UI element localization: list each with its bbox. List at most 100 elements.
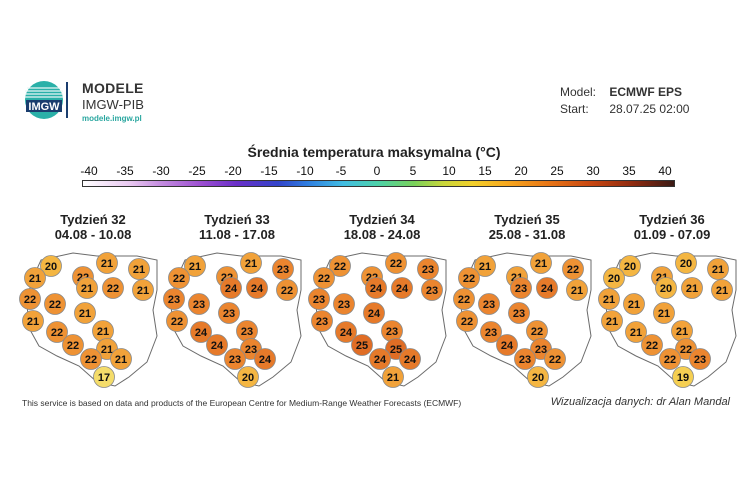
brand-block: MODELE IMGW-PIB modele.imgw.pl: [82, 80, 144, 123]
temp-bubble: [93, 366, 115, 388]
scale-tick: 35: [622, 164, 636, 178]
temp-value: 23: [313, 294, 325, 306]
temp-value: 23: [694, 354, 706, 366]
temp-value: 21: [29, 273, 41, 285]
temp-value: 20: [532, 372, 544, 384]
temp-bubble: [110, 348, 132, 370]
temp-value: 22: [680, 344, 692, 356]
temp-value: 23: [513, 308, 525, 320]
temp-value: 25: [390, 344, 402, 356]
temp-value: 22: [318, 273, 330, 285]
temp-bubble: [508, 302, 530, 324]
temp-value: 24: [541, 283, 554, 295]
temp-bubble: [311, 310, 333, 332]
week-header: Tydzień 32 04.08 - 10.08: [23, 212, 163, 242]
temp-value: 21: [658, 308, 670, 320]
temp-bubble: [530, 252, 552, 274]
temp-bubble: [641, 334, 663, 356]
temp-value: 21: [387, 372, 399, 384]
temp-bubble: [329, 255, 351, 277]
temp-value: 22: [664, 354, 676, 366]
week-range: 04.08 - 10.08: [54, 227, 132, 242]
temp-value: 21: [630, 327, 642, 339]
temp-value: 22: [171, 316, 183, 328]
temp-value: 20: [608, 273, 620, 285]
temp-bubble: [168, 267, 190, 289]
logo-text: IMGW: [28, 101, 60, 113]
week-map: 21212222232223232424222423232423232420: [163, 252, 302, 388]
temp-value: 24: [404, 354, 417, 366]
temp-bubble: [478, 293, 500, 315]
scale-tick: 30: [586, 164, 600, 178]
temp-value: 24: [501, 340, 514, 352]
scale-tick: 0: [373, 164, 381, 178]
temp-value: 22: [531, 326, 543, 338]
temp-bubble: [76, 277, 98, 299]
temp-value: 24: [195, 327, 208, 339]
temp-bubble: [184, 255, 206, 277]
temp-bubble: [363, 302, 385, 324]
brand-url[interactable]: modele.imgw.pl: [82, 114, 142, 123]
temp-value: 24: [340, 327, 353, 339]
temp-value: 22: [24, 294, 36, 306]
brand-subtitle: IMGW-PIB: [82, 97, 144, 112]
temp-value: 22: [646, 340, 658, 352]
temp-value: 22: [463, 273, 475, 285]
temp-bubble: [365, 277, 387, 299]
temp-bubble: [128, 258, 150, 280]
temp-bubble: [46, 321, 68, 343]
temp-bubble: [188, 293, 210, 315]
temp-bubble: [659, 348, 681, 370]
temp-value: 21: [27, 316, 39, 328]
temp-value: 21: [676, 326, 688, 338]
week-header: Tydzień 34 18.08 - 24.08: [312, 212, 452, 242]
temp-bubble: [44, 293, 66, 315]
temp-bubble: [190, 321, 212, 343]
temp-bubble: [480, 321, 502, 343]
scale-tick: -25: [188, 164, 206, 178]
scale-title: Średnia temperatura maksymalna (°C): [247, 144, 501, 160]
week-map: 20212122212122222122212221212221222117: [19, 252, 158, 388]
week-title: Tydzień 35: [494, 212, 560, 227]
scale-tick: -30: [152, 164, 170, 178]
temp-value: 24: [259, 354, 272, 366]
week-header: Tydzień 35 25.08 - 31.08: [457, 212, 597, 242]
temp-bubble: [240, 252, 262, 274]
temp-bubble: [22, 310, 44, 332]
start-label: Start:: [560, 102, 589, 116]
temp-bubble: [391, 277, 413, 299]
temp-bubble: [276, 279, 298, 301]
temp-bubble: [102, 277, 124, 299]
temp-value: 22: [173, 273, 185, 285]
temp-value: 20: [624, 261, 636, 273]
temp-value: 23: [535, 344, 547, 356]
scale-tick: 25: [550, 164, 564, 178]
temp-value: 21: [712, 264, 724, 276]
temp-value: 23: [485, 327, 497, 339]
temp-value: 23: [223, 308, 235, 320]
scale-tick: -5: [335, 164, 347, 178]
temp-value: 23: [193, 299, 205, 311]
temp-bubble: [220, 277, 242, 299]
temp-bubble: [166, 310, 188, 332]
temp-value: 21: [97, 326, 109, 338]
temp-bubble: [496, 334, 518, 356]
temp-bubble: [313, 267, 335, 289]
temp-bubble: [62, 334, 84, 356]
temp-value: 21: [101, 344, 113, 356]
week-title: Tydzień 33: [204, 212, 270, 227]
week-title: Tydzień 32: [60, 212, 126, 227]
temp-value: 23: [277, 264, 289, 276]
start-value: 28.07.25 02:00: [609, 102, 690, 116]
temp-value: 21: [115, 354, 127, 366]
temp-value: 21: [79, 308, 91, 320]
week-range: 18.08 - 24.08: [343, 227, 421, 242]
temp-bubble: [224, 348, 246, 370]
temp-value: 24: [374, 354, 387, 366]
temp-bubble: [421, 279, 443, 301]
temp-value: 21: [133, 264, 145, 276]
week-header: Tydzień 33 11.08 - 17.08: [167, 212, 307, 242]
temp-bubble: [514, 348, 536, 370]
temp-bubble: [456, 310, 478, 332]
week-title: Tydzień 34: [349, 212, 415, 227]
